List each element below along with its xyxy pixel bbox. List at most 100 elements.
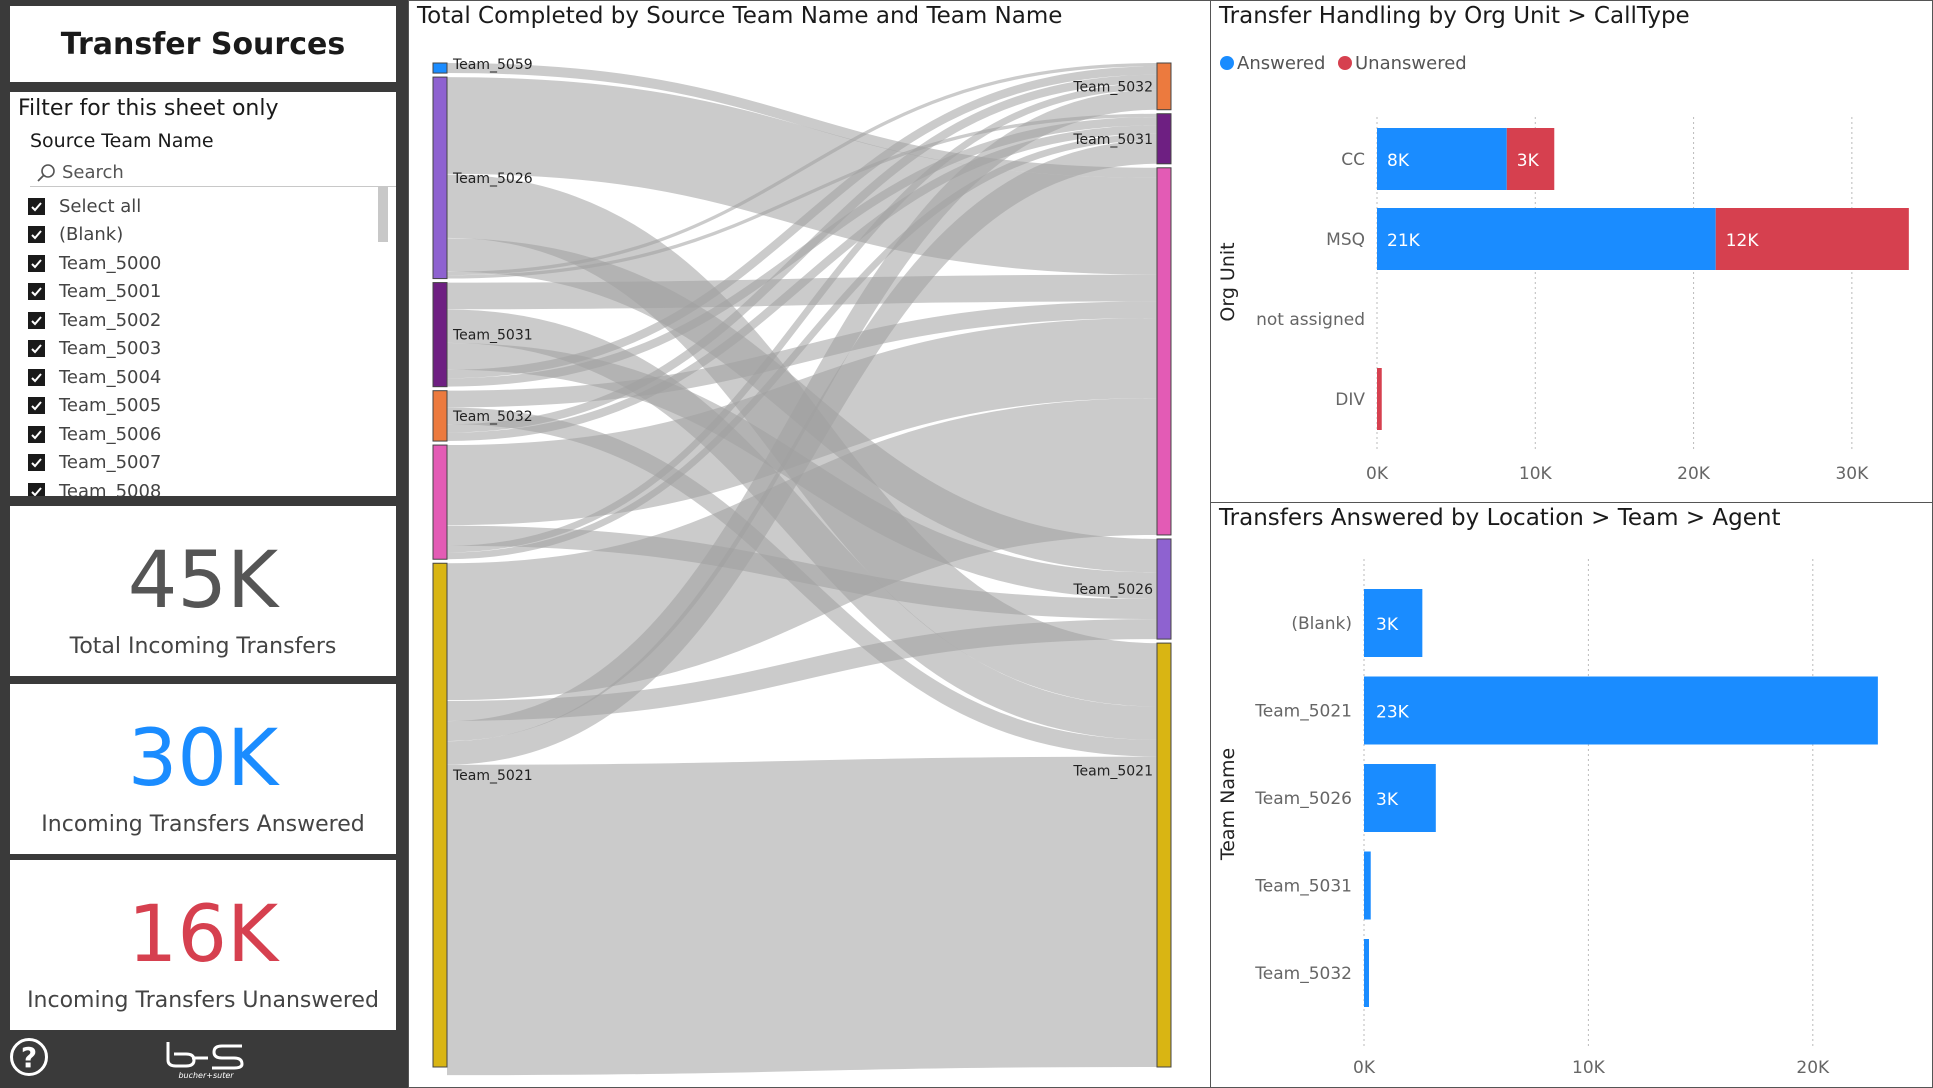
- slicer-item[interactable]: Team_5005: [28, 392, 378, 421]
- checkbox-checked-icon[interactable]: [28, 340, 45, 358]
- logo-text: bucher+suter: [178, 1071, 234, 1080]
- slicer-item[interactable]: (Blank): [28, 221, 378, 250]
- x-tick-label: 0K: [1353, 1058, 1376, 1078]
- search-input[interactable]: Search: [62, 162, 124, 183]
- sankey-source-node: [432, 76, 448, 280]
- checkbox-checked-icon[interactable]: [28, 283, 45, 301]
- y-tick-label: Team_5026: [1254, 789, 1352, 809]
- slicer-item[interactable]: Team_5007: [28, 449, 378, 478]
- slicer-item[interactable]: Team_5008: [28, 477, 378, 496]
- search-icon: [37, 164, 55, 182]
- slicer-item[interactable]: Team_5004: [28, 363, 378, 392]
- sankey-target-node: [1156, 538, 1172, 640]
- sankey-source-label: Team_5031: [452, 328, 533, 344]
- checkbox-checked-icon[interactable]: [28, 226, 45, 244]
- sankey-target-label: Team_5032: [1072, 79, 1153, 95]
- sankey-link: [446, 398, 1158, 701]
- bar-data-label: 21K: [1387, 231, 1421, 251]
- slicer-field-name: Source Team Name: [30, 130, 214, 152]
- sankey-target-label: Team_5021: [1072, 763, 1153, 779]
- bar-answered: [1364, 851, 1371, 920]
- bar-data-label: 8K: [1387, 151, 1410, 171]
- checkbox-checked-icon[interactable]: [28, 197, 45, 215]
- checkbox-checked-icon[interactable]: [28, 368, 45, 386]
- sankey-link: [446, 66, 1158, 379]
- sankey-link: [446, 756, 1158, 1076]
- sankey-source-node: [432, 282, 448, 388]
- kpi-card-total: 45K Total Incoming Transfers: [10, 506, 396, 676]
- sankey-link: [446, 274, 1158, 310]
- orgunit-panel: Transfer Handling by Org Unit > CallType…: [1210, 0, 1933, 504]
- select-all-item[interactable]: Select all: [28, 192, 378, 221]
- y-tick-label: MSQ: [1326, 230, 1365, 250]
- legend-marker-answered: [1220, 56, 1234, 70]
- x-tick-label: 20K: [1677, 464, 1711, 484]
- company-logo: bucher+suter: [166, 1042, 244, 1080]
- sankey-target-node: [1156, 113, 1172, 165]
- legend-marker-unanswered: [1338, 56, 1352, 70]
- slicer-item-label: Team_5006: [59, 423, 162, 445]
- slicer-item-label: Select all: [59, 195, 142, 217]
- bar-answered: [1377, 208, 1716, 270]
- legend-label: Unanswered: [1355, 53, 1467, 74]
- sankey-source-label: Team_5059: [452, 57, 533, 73]
- slicer-title: Filter for this sheet only: [18, 96, 279, 121]
- y-tick-label: Team_5031: [1254, 877, 1352, 897]
- bar-answered: [1364, 676, 1878, 745]
- slicer-item[interactable]: Team_5003: [28, 335, 378, 364]
- slicer-scrollbar[interactable]: [378, 186, 388, 242]
- x-tick-label: 10K: [1519, 464, 1553, 484]
- y-tick-label: not assigned: [1256, 310, 1365, 330]
- help-icon[interactable]: ?: [10, 1038, 48, 1076]
- bar-answered: [1364, 764, 1436, 832]
- y-tick-label: (Blank): [1291, 614, 1352, 634]
- y-tick-label: Team_5032: [1254, 964, 1352, 984]
- y-axis-title: Team Name: [1217, 748, 1239, 861]
- sankey-link: [446, 140, 1158, 765]
- slicer-item-label: Team_5004: [59, 366, 162, 388]
- x-tick-label: 10K: [1572, 1058, 1606, 1078]
- orgunit-chart: Answered Unanswered 0K 10K 20K 30K Org Unit CC 8…: [1217, 53, 1909, 484]
- kpi-value: 16K: [127, 890, 279, 980]
- sankey-links: [446, 62, 1158, 1076]
- sankey-panel: Total Completed by Source Team Name and …: [408, 0, 1212, 1088]
- slicer-search[interactable]: Search: [30, 160, 396, 187]
- slicer-list: Select all (Blank) Team_5000 Team_5001 Team_…: [28, 192, 378, 496]
- bar-data-label: 23K: [1376, 703, 1410, 723]
- sankey-target-node: [1156, 62, 1172, 111]
- slicer-item[interactable]: Team_5002: [28, 306, 378, 335]
- y-tick-label: CC: [1341, 150, 1365, 170]
- checkbox-checked-icon[interactable]: [28, 425, 45, 443]
- checkbox-checked-icon[interactable]: [28, 311, 45, 329]
- checkbox-checked-icon[interactable]: [28, 482, 45, 496]
- sankey-link: [446, 301, 1158, 408]
- report-title-card: Transfer Sources: [10, 6, 396, 82]
- slicer-item-label: Team_5008: [59, 480, 162, 496]
- bar-answered: [1364, 589, 1423, 657]
- checkbox-checked-icon[interactable]: [28, 454, 45, 472]
- sankey-link: [446, 89, 1158, 742]
- slicer-item-label: Team_5003: [59, 338, 162, 360]
- kpi-card-answered: 30K Incoming Transfers Answered: [10, 684, 396, 854]
- x-tick-label: 20K: [1796, 1058, 1830, 1078]
- slicer-item[interactable]: Team_5006: [28, 420, 378, 449]
- kpi-label: Total Incoming Transfers: [69, 634, 337, 659]
- sidebar: Transfer Sources Filter for this sheet o…: [0, 0, 408, 1088]
- team-title: Transfers Answered by Location > Team > …: [1219, 505, 1781, 531]
- slicer-item[interactable]: Team_5001: [28, 278, 378, 307]
- sankey-link: [446, 63, 1158, 178]
- bar-unanswered: [1506, 128, 1555, 190]
- checkbox-checked-icon[interactable]: [28, 254, 45, 272]
- chart-legend: Answered Unanswered: [1220, 53, 1467, 74]
- checkbox-checked-icon[interactable]: [28, 397, 45, 415]
- y-tick-label: Team_5021: [1254, 702, 1352, 722]
- bar-unanswered: [1377, 368, 1382, 430]
- sankey-source-label: Team_5032: [452, 409, 533, 425]
- slicer-item-label: Team_5001: [59, 281, 162, 303]
- sankey-chart: Team_5059 Team_5026 Team_5031 Team_5032 Team…: [432, 57, 1172, 1076]
- bar-answered: [1364, 939, 1369, 1007]
- slicer-item-label: Team_5000: [59, 252, 162, 274]
- sankey-target-label: Team_5031: [1072, 132, 1153, 148]
- slicer-item[interactable]: Team_5000: [28, 249, 378, 278]
- kpi-card-unanswered: 16K Incoming Transfers Unanswered: [10, 860, 396, 1030]
